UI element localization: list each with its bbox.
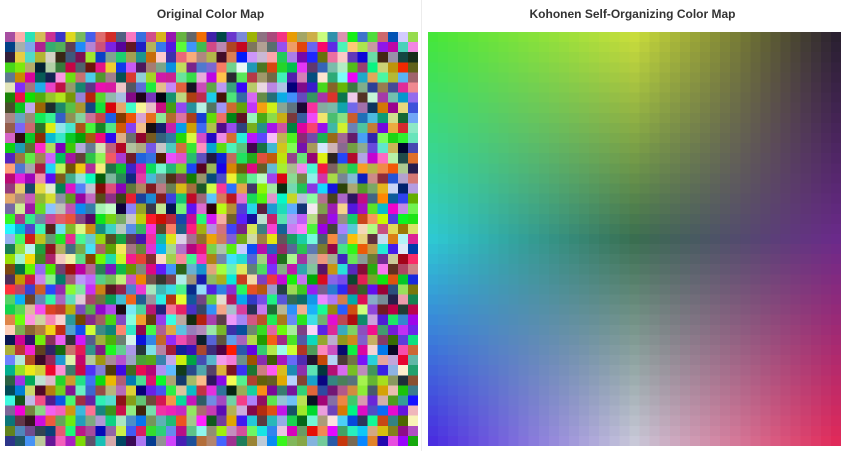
original-color-map-canvas xyxy=(5,32,418,446)
original-map-panel: Original Color Map xyxy=(0,0,421,451)
original-map-canvas-container xyxy=(5,32,418,446)
panel-divider xyxy=(421,0,422,451)
original-map-title: Original Color Map xyxy=(156,7,265,21)
kohonen-map-panel: Kohonen Self-Organizing Color Map xyxy=(422,0,843,451)
kohonen-map-title: Kohonen Self-Organizing Color Map xyxy=(529,7,736,21)
kohonen-map-canvas-container xyxy=(428,32,841,446)
kohonen-color-map-canvas xyxy=(428,32,841,446)
